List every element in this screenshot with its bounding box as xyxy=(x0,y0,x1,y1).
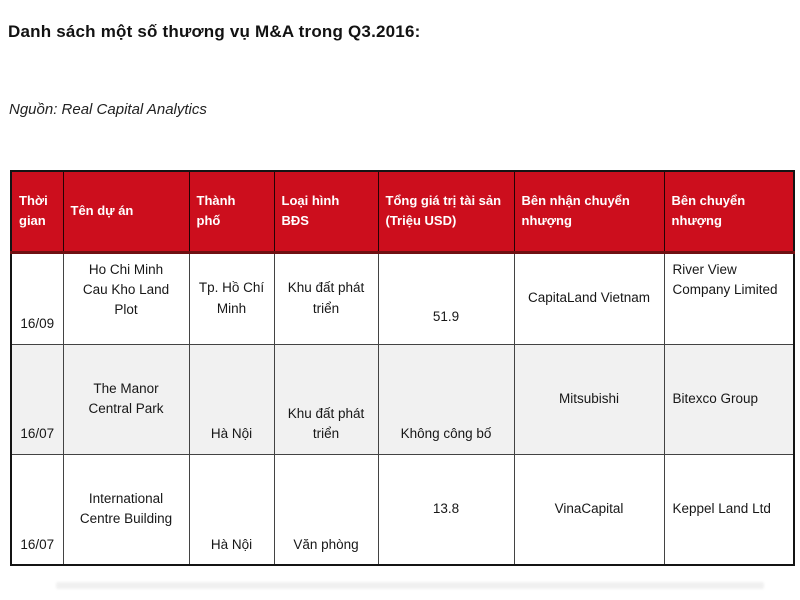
column-header-project: Tên dự án xyxy=(62,170,190,254)
cell-line: Company Limited xyxy=(672,281,778,297)
cell-city: Hà Nội xyxy=(188,453,275,566)
cell-line: River View xyxy=(672,261,737,277)
table-row-1: 16/09 Ho Chi Minh Cau Kho Land Plot Tp. … xyxy=(10,251,795,345)
column-header-city: Thành phố xyxy=(188,170,275,254)
cell-city: Hà Nội xyxy=(188,343,275,455)
cell-buyer: CapitaLand Vietnam xyxy=(513,251,665,345)
header-line: nhượng xyxy=(521,213,572,229)
cell-project: International Centre Building xyxy=(62,453,190,566)
header-line: Thời xyxy=(19,193,48,209)
cell-time: 16/09 xyxy=(10,251,64,345)
header-line: Bên nhận chuyển xyxy=(521,193,630,209)
header-line: BĐS xyxy=(281,213,309,229)
header-line: Loại hình xyxy=(281,193,340,209)
header-line: nhượng xyxy=(671,213,722,229)
cell-time: 16/07 xyxy=(10,453,64,566)
cropped-row-artifact xyxy=(56,582,764,589)
cell-property-type: Khu đất phát triển xyxy=(273,251,379,345)
cell-line: Minh xyxy=(216,300,247,316)
cell-line: Khu đất phát xyxy=(287,406,365,421)
column-header-property-type: Loại hình BĐS xyxy=(273,170,379,254)
cell-total-value: 13.8 xyxy=(377,453,515,566)
cell-seller: Keppel Land Ltd xyxy=(663,453,795,566)
header-line: Tên dự án xyxy=(70,203,134,219)
cell-line: Ho Chi Minh xyxy=(88,261,164,277)
source-note: Nguồn: Real Capital Analytics xyxy=(9,101,207,118)
header-row: Thời gian Tên dự án Thành phố Loại hình … xyxy=(10,170,795,254)
column-header-total-value: Tổng giá trị tài sản (Triệu USD) xyxy=(377,170,515,254)
header-line: Bên chuyển xyxy=(671,193,746,209)
cell-property-type: Khu đất phát triển xyxy=(273,343,379,455)
cell-line: Central Park xyxy=(88,401,164,416)
cell-project: The Manor Central Park xyxy=(62,343,190,455)
cell-line: International xyxy=(88,491,164,506)
header-line: Tổng giá trị tài sản xyxy=(385,193,502,209)
cell-line: Khu đất phát xyxy=(287,280,365,296)
table-row-2: 16/07 The Manor Central Park Hà Nội Khu … xyxy=(10,343,795,455)
cell-line: triển xyxy=(312,300,340,316)
column-header-time: Thời gian xyxy=(10,170,64,254)
cell-line: Plot xyxy=(114,302,138,317)
header-line: gian xyxy=(19,213,46,229)
cell-line: The Manor xyxy=(93,380,159,396)
cell-city: Tp. Hồ Chí Minh xyxy=(188,251,275,345)
cell-total-value: Không công bố xyxy=(377,343,515,455)
cell-line: Cau Kho Land xyxy=(82,281,170,297)
cell-line: Tp. Hồ Chí xyxy=(198,280,265,296)
column-header-buyer: Bên nhận chuyển nhượng xyxy=(513,170,665,254)
cell-time: 16/07 xyxy=(10,343,64,455)
cell-project: Ho Chi Minh Cau Kho Land Plot xyxy=(62,251,190,345)
cell-seller: River View Company Limited xyxy=(663,251,795,345)
cell-line: triển xyxy=(312,426,340,442)
column-header-seller: Bên chuyển nhượng xyxy=(663,170,795,254)
cell-line: Centre Building xyxy=(79,511,173,527)
ma-deals-table: Thời gian Tên dự án Thành phố Loại hình … xyxy=(10,170,795,566)
header-line: (Triệu USD) xyxy=(385,213,457,229)
cell-seller: Bitexco Group xyxy=(663,343,795,455)
header-line: Thành xyxy=(196,193,236,209)
header-line: phố xyxy=(196,213,221,229)
cell-total-value: 51.9 xyxy=(377,251,515,345)
page-title: Danh sách một số thương vụ M&A trong Q3.… xyxy=(8,22,421,41)
cell-buyer: VinaCapital xyxy=(513,453,665,566)
cell-property-type: Văn phòng xyxy=(273,453,379,566)
table-row-3: 16/07 International Centre Building Hà N… xyxy=(10,453,795,566)
cell-buyer: Mitsubishi xyxy=(513,343,665,455)
